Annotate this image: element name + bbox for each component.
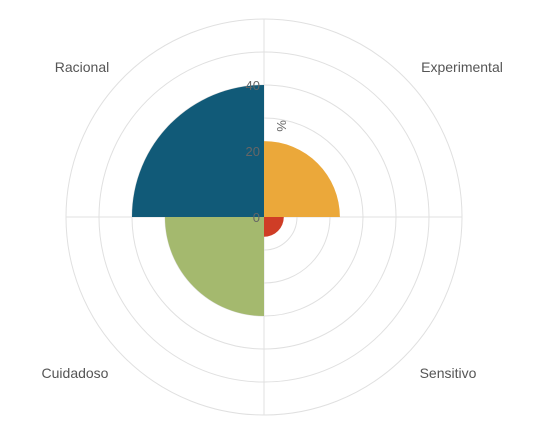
category-label-experimental: Experimental xyxy=(421,59,503,75)
chart-sectors xyxy=(132,85,340,316)
radial-tick-label: 40 xyxy=(246,78,260,93)
category-labels: Experimental Sensitivo Cuidadoso Racional xyxy=(42,59,503,381)
category-label-racional: Racional xyxy=(55,59,109,75)
radial-tick-label: 0 xyxy=(253,210,260,225)
sector-racional xyxy=(132,85,264,217)
category-label-sensitivo: Sensitivo xyxy=(420,365,477,381)
radial-tick-label: 20 xyxy=(246,144,260,159)
sector-cuidadoso xyxy=(165,217,264,316)
radial-ticks: 0 20 40 xyxy=(246,78,260,225)
sector-sensitivo xyxy=(264,217,284,237)
radial-unit-label: % xyxy=(274,120,289,132)
category-label-cuidadoso: Cuidadoso xyxy=(42,365,109,381)
sector-experimental xyxy=(264,141,340,217)
